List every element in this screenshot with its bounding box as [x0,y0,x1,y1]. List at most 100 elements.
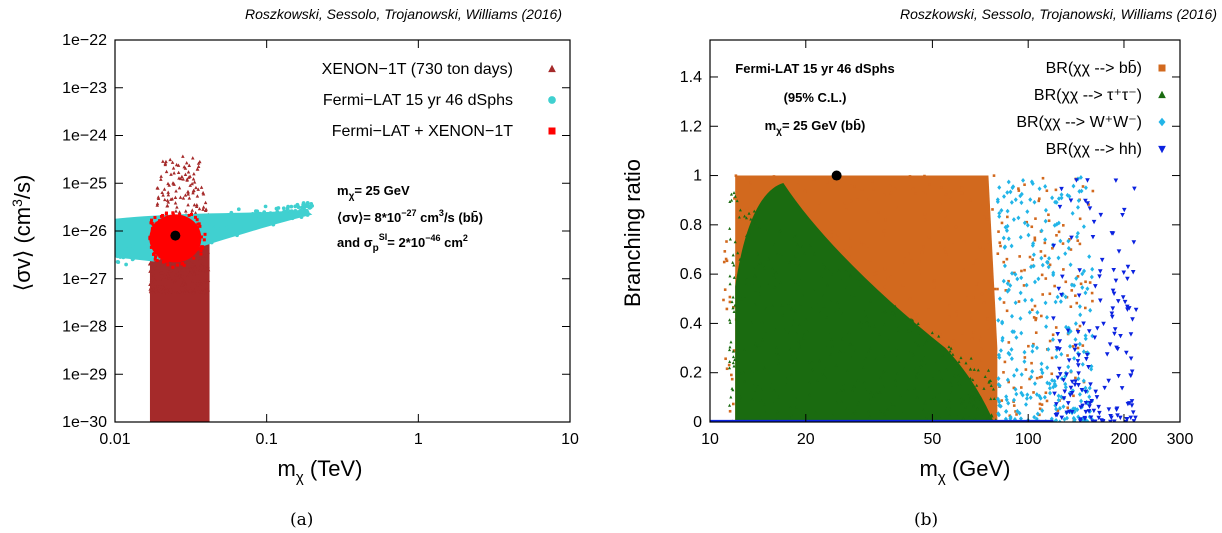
combined-point [193,241,197,245]
combined-point [150,227,154,231]
tautau-point [729,340,733,344]
tautau-point [986,368,991,372]
xenon-point [175,205,179,209]
bb-point [836,233,840,237]
tautau-point [775,410,779,414]
hh-point [1122,299,1128,305]
xenon-point [171,290,175,294]
tautau-point [804,317,808,321]
ww-point [1083,336,1088,342]
bb-point [952,339,956,343]
xenon-point [177,273,182,278]
bb-point [853,185,856,188]
bb-point [884,218,887,221]
tautau-point [842,383,846,387]
tautau-point [743,296,747,300]
hh-point [1083,409,1089,415]
ww-point [1024,282,1029,288]
hh-point [1116,373,1121,379]
hh-point [1072,382,1078,388]
hh-point [1092,419,1098,422]
bb-point [948,304,952,307]
tautau-point [882,354,886,358]
tautau-point [733,240,737,244]
tautau-point [932,414,936,418]
xenon-point [186,202,190,207]
fermi-point [299,215,304,220]
ww-point [997,296,1002,302]
ww-point [1013,386,1018,392]
ww-point [1006,236,1011,242]
tautau-point [869,346,873,350]
bb-point [1061,242,1065,245]
ww-point [1044,324,1049,330]
xenon-point [205,289,210,293]
xenon-point [151,268,156,272]
hh-point [1057,339,1063,344]
hh-point [1069,235,1074,241]
bb-point [1038,197,1041,201]
ww-point [1036,276,1041,282]
fermi-point [223,228,228,233]
bb-point [1041,176,1045,180]
xenon-point [186,170,191,174]
bb-point [1013,271,1016,275]
tautau-point [845,406,849,410]
tautau-point [840,278,844,282]
fermi-point [229,210,234,215]
xenon-point [151,264,155,268]
bb-point [1032,316,1036,319]
tautau-point [790,257,794,261]
tautau-point [944,368,948,371]
fermi-point [283,216,288,221]
tautau-point [764,329,768,333]
combined-point [196,234,200,238]
bb-point [978,246,982,249]
tautau-point [930,331,934,335]
tautau-point [739,395,743,399]
tautau-point [931,376,935,380]
ww-point [997,214,1002,219]
hh-point [1112,419,1117,422]
xenon-point [151,291,156,295]
bb-point [1012,386,1016,390]
hh-point [1059,186,1064,192]
tautau-point [728,226,732,230]
ww-point [1029,297,1034,303]
xenon-point [204,244,209,248]
tautau-point [856,277,860,281]
hh-point [1067,393,1073,398]
bb-point [742,207,746,210]
chart-a-ytick-label: 1e−24 [62,128,107,145]
ww-point [1039,255,1044,261]
tautau-point [757,225,761,229]
bb-point [1007,380,1010,384]
tautau-point [764,229,768,233]
combined-point [187,236,191,240]
xenon-point [176,276,181,280]
tautau-point [750,398,754,402]
tautau-point [758,415,762,419]
tautau-point [972,367,976,371]
combined-point [182,263,186,267]
bb-point [1053,284,1056,288]
ww-point [1082,268,1087,274]
xenon-point [202,280,206,285]
bb-point [1000,221,1004,225]
ww-point [1059,192,1064,198]
ww-point [1011,217,1016,222]
bb-point [991,208,994,211]
ww-point [1000,320,1005,326]
hh-point [1118,334,1123,339]
ww-point [1018,290,1023,296]
xenon-point [154,266,159,270]
hh-point [1073,343,1079,349]
chart-b-annotation: Fermi-LAT 15 yr 46 dSphs (95% C.L.) mχ= … [735,61,894,137]
bb-point [1061,224,1065,227]
ww-point [998,403,1003,409]
fermi-point [235,215,240,220]
ww-point [1069,282,1074,288]
chart-a-ytick-label: 1e−27 [62,271,107,288]
xenon-point [205,247,210,251]
xenon-point [165,203,170,208]
